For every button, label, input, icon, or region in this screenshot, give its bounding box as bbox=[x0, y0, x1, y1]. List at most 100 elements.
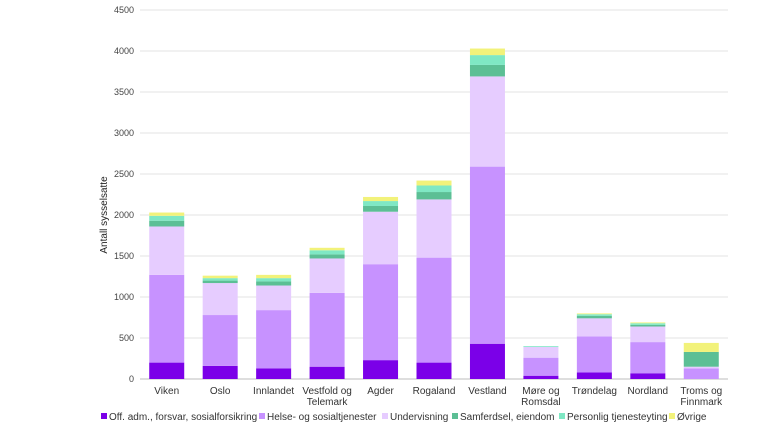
x-category-label: Troms og Finnmark bbox=[680, 386, 723, 408]
bar-segment bbox=[576, 314, 612, 316]
bar-segment bbox=[576, 372, 612, 379]
bar-segment bbox=[523, 346, 559, 348]
bar-segment bbox=[363, 201, 399, 206]
bar-segment bbox=[416, 257, 452, 363]
x-category-label: Trøndelag bbox=[572, 386, 617, 397]
bar-segment bbox=[363, 211, 399, 265]
legend-item: Helse- og sosialtjenester bbox=[259, 412, 377, 423]
bar-segment bbox=[309, 254, 345, 259]
y-tick-label: 4500 bbox=[114, 5, 134, 15]
bar-segment bbox=[416, 199, 452, 258]
bar-segment bbox=[576, 313, 612, 315]
bar-segment bbox=[309, 258, 345, 293]
bar-segment bbox=[149, 274, 185, 363]
bar-segment bbox=[202, 275, 238, 279]
y-tick-label: 4000 bbox=[114, 46, 134, 56]
bar-segment bbox=[256, 368, 292, 379]
y-tick-label: 2500 bbox=[114, 169, 134, 179]
x-category-label: Viken bbox=[154, 386, 179, 397]
bar-segment bbox=[469, 343, 505, 379]
bar-segment bbox=[469, 64, 505, 77]
bar-segment bbox=[630, 324, 666, 327]
bar-segment bbox=[416, 180, 452, 186]
x-category-label: Nordland bbox=[628, 386, 669, 397]
bar-segment bbox=[363, 264, 399, 361]
bar-segment bbox=[149, 362, 185, 379]
bar-segment bbox=[256, 281, 292, 286]
bar-segment bbox=[256, 278, 292, 282]
bar-segment bbox=[683, 342, 719, 352]
y-axis-ticks: 0 500 1000 1500 2000 2500 3000 3500 4000 4500 bbox=[114, 5, 134, 384]
bar-segment bbox=[363, 360, 399, 379]
x-category-label: Møre og Romsdal bbox=[521, 386, 560, 408]
x-category-label: Vestland bbox=[468, 386, 506, 397]
bar-segment bbox=[469, 76, 505, 167]
bar-segment bbox=[469, 48, 505, 56]
bar-segment bbox=[683, 368, 719, 379]
bar-segment bbox=[202, 315, 238, 366]
legend-swatch bbox=[259, 413, 265, 419]
bars bbox=[149, 48, 719, 379]
bar-segment bbox=[416, 192, 452, 200]
bar-segment bbox=[256, 274, 292, 279]
x-category-label: Oslo bbox=[210, 386, 231, 397]
legend-label: Samferdsel, eiendom bbox=[460, 412, 555, 423]
legend-item: Undervisning bbox=[382, 412, 448, 423]
bar-segment bbox=[416, 185, 452, 193]
legend: Off. adm., forsvar, sosialforsikring Hels… bbox=[101, 412, 707, 423]
bar-segment bbox=[630, 342, 666, 374]
bar-segment bbox=[149, 212, 185, 216]
bar-segment bbox=[149, 220, 185, 227]
y-tick-label: 1000 bbox=[114, 292, 134, 302]
x-category-label: Rogaland bbox=[413, 386, 456, 397]
bar-segment bbox=[576, 318, 612, 337]
x-axis-categories: Viken Oslo Innlandet Vestfold og Telemark Agd… bbox=[154, 386, 723, 408]
bar-segment bbox=[309, 250, 345, 255]
bar-segment bbox=[523, 375, 559, 379]
bar-segment bbox=[309, 366, 345, 379]
bar-segment bbox=[149, 215, 185, 221]
y-axis-label: Antall sysselsatte bbox=[99, 176, 110, 254]
bar-segment bbox=[202, 283, 238, 316]
y-tick-label: 3500 bbox=[114, 87, 134, 97]
bar-segment bbox=[363, 205, 399, 212]
bar-segment bbox=[523, 347, 559, 358]
y-tick-label: 0 bbox=[129, 374, 134, 384]
bar-segment bbox=[683, 366, 719, 369]
bar-segment bbox=[630, 323, 666, 325]
legend-item: Off. adm., forsvar, sosialforsikring bbox=[101, 412, 257, 423]
bar-segment bbox=[202, 280, 238, 284]
legend-label: Helse- og sosialtjenester bbox=[267, 412, 377, 423]
y-tick-label: 3000 bbox=[114, 128, 134, 138]
x-category-label: Vestfold og Telemark bbox=[302, 386, 351, 408]
bar-segment bbox=[309, 247, 345, 251]
bar-segment bbox=[576, 315, 612, 319]
bar-segment bbox=[416, 362, 452, 379]
y-tick-label: 1500 bbox=[114, 251, 134, 261]
legend-label: Øvrige bbox=[677, 412, 707, 423]
bar-segment bbox=[363, 196, 399, 202]
legend-swatch bbox=[452, 413, 458, 419]
x-category-label: Agder bbox=[367, 386, 394, 397]
legend-swatch bbox=[101, 413, 107, 419]
bar-segment bbox=[630, 322, 666, 324]
legend-item: Samferdsel, eiendom bbox=[452, 412, 555, 423]
bar-segment bbox=[309, 292, 345, 367]
bar-segment bbox=[256, 285, 292, 311]
bar-segment bbox=[149, 226, 185, 275]
bar-segment bbox=[630, 373, 666, 379]
legend-item: Personlig tjenesteyting bbox=[559, 412, 668, 423]
bar-segment bbox=[256, 310, 292, 369]
legend-item: Øvrige bbox=[669, 412, 707, 423]
bar-segment bbox=[523, 357, 559, 376]
bar-segment bbox=[576, 336, 612, 373]
legend-swatch bbox=[559, 413, 565, 419]
bar-segment bbox=[683, 351, 719, 367]
legend-swatch bbox=[382, 413, 388, 419]
bar-segment bbox=[469, 166, 505, 344]
legend-label: Undervisning bbox=[390, 412, 448, 423]
y-tick-label: 2000 bbox=[114, 210, 134, 220]
bar-segment bbox=[630, 326, 666, 343]
legend-label: Personlig tjenesteyting bbox=[567, 412, 668, 423]
